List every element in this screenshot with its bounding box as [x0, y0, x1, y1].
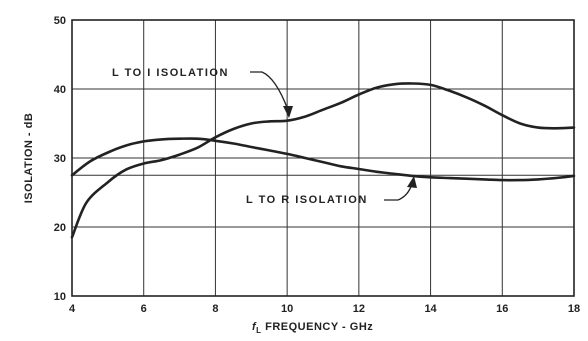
annotation-l-to-i-leader [250, 71, 289, 111]
x-tick-label: 10 [281, 303, 293, 315]
annotation-l-to-r: L TO R ISOLATION [246, 176, 417, 206]
y-tick-label: 20 [54, 222, 66, 234]
plot-frame [71, 19, 575, 297]
y-tick-labels: 10 20 30 40 50 [54, 15, 66, 303]
series-lines [70, 82, 576, 239]
x-tick-label: 14 [424, 303, 437, 315]
annotation-l-to-r-arrowhead [407, 176, 417, 188]
x-axis-title-prefix: f [252, 321, 257, 333]
annotation-l-to-r-label: L TO R ISOLATION [246, 194, 368, 206]
x-tick-label: 8 [212, 303, 218, 315]
series-line-l-to-r [70, 137, 576, 182]
y-tick-label: 30 [54, 153, 66, 165]
y-axis-title: ISOLATION - dB [23, 113, 35, 204]
x-tick-labels: 4 6 8 10 12 14 16 18 [69, 303, 580, 315]
x-axis-title-rest: FREQUENCY - GHz [262, 321, 374, 333]
annotation-l-to-i-arrowhead [283, 106, 293, 118]
x-tick-label: 18 [568, 303, 580, 315]
y-tick-label: 10 [54, 291, 66, 303]
x-axis-title: fL FREQUENCY - GHz [252, 321, 373, 335]
x-axis-title-subscript: L [256, 326, 261, 335]
y-tick-label: 40 [54, 84, 66, 96]
annotation-l-to-i-label: L TO I ISOLATION [112, 67, 229, 79]
x-tick-label: 6 [141, 303, 147, 315]
series-line-l-to-i [70, 82, 576, 239]
x-tick-label: 16 [496, 303, 508, 315]
annotation-l-to-i: L TO I ISOLATION [112, 67, 293, 118]
x-tick-label: 4 [69, 303, 76, 315]
y-tick-label: 50 [54, 15, 66, 27]
x-tick-label: 12 [353, 303, 365, 315]
grid-lines [72, 20, 574, 296]
